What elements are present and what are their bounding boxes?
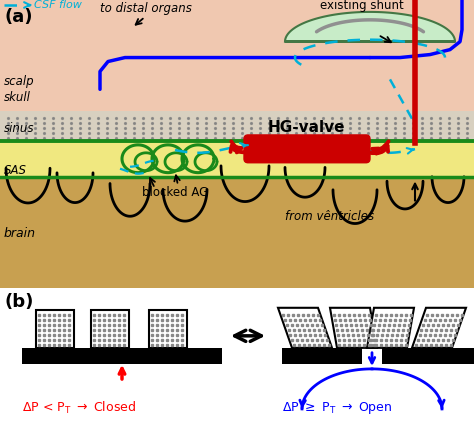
Polygon shape: [0, 161, 474, 288]
Text: scalp: scalp: [4, 75, 35, 88]
Bar: [0, 72, 474, 111]
Text: blocked AG: blocked AG: [142, 187, 208, 200]
Bar: [382, 348, 462, 364]
Text: $\Delta$P < P$_{\rm T}$ $\rightarrow$ Closed: $\Delta$P < P$_{\rm T}$ $\rightarrow$ Cl…: [22, 400, 136, 416]
Bar: [0, 141, 474, 177]
Bar: [0, 0, 474, 72]
Bar: [362, 348, 382, 364]
Text: skull: skull: [4, 91, 31, 104]
Polygon shape: [149, 310, 187, 348]
Bar: [0, 111, 474, 141]
Text: (a): (a): [5, 8, 34, 26]
Bar: [0, 141, 474, 177]
Text: $\Delta$P $\geq$ P$_{\rm T}$ $\rightarrow$ Open: $\Delta$P $\geq$ P$_{\rm T}$ $\rightarro…: [282, 400, 392, 416]
Polygon shape: [285, 12, 455, 42]
Polygon shape: [330, 308, 377, 348]
Bar: [0, 169, 474, 288]
Polygon shape: [36, 310, 74, 348]
Text: HG-valve: HG-valve: [268, 119, 346, 135]
Polygon shape: [367, 308, 414, 348]
Text: brain: brain: [4, 227, 36, 240]
Polygon shape: [412, 308, 466, 348]
Text: CSF flow: CSF flow: [34, 0, 82, 10]
FancyBboxPatch shape: [244, 135, 370, 163]
Text: existing shunt: existing shunt: [320, 0, 404, 13]
Text: sinus: sinus: [4, 123, 35, 136]
Text: (b): (b): [5, 293, 35, 311]
Text: SAS: SAS: [4, 164, 27, 177]
Polygon shape: [91, 310, 129, 348]
Text: to distal organs: to distal organs: [100, 2, 192, 15]
Bar: [22, 348, 222, 364]
Text: from vêntricles: from vêntricles: [285, 210, 374, 223]
Bar: [462, 348, 474, 364]
Bar: [282, 348, 362, 364]
Polygon shape: [278, 308, 332, 348]
